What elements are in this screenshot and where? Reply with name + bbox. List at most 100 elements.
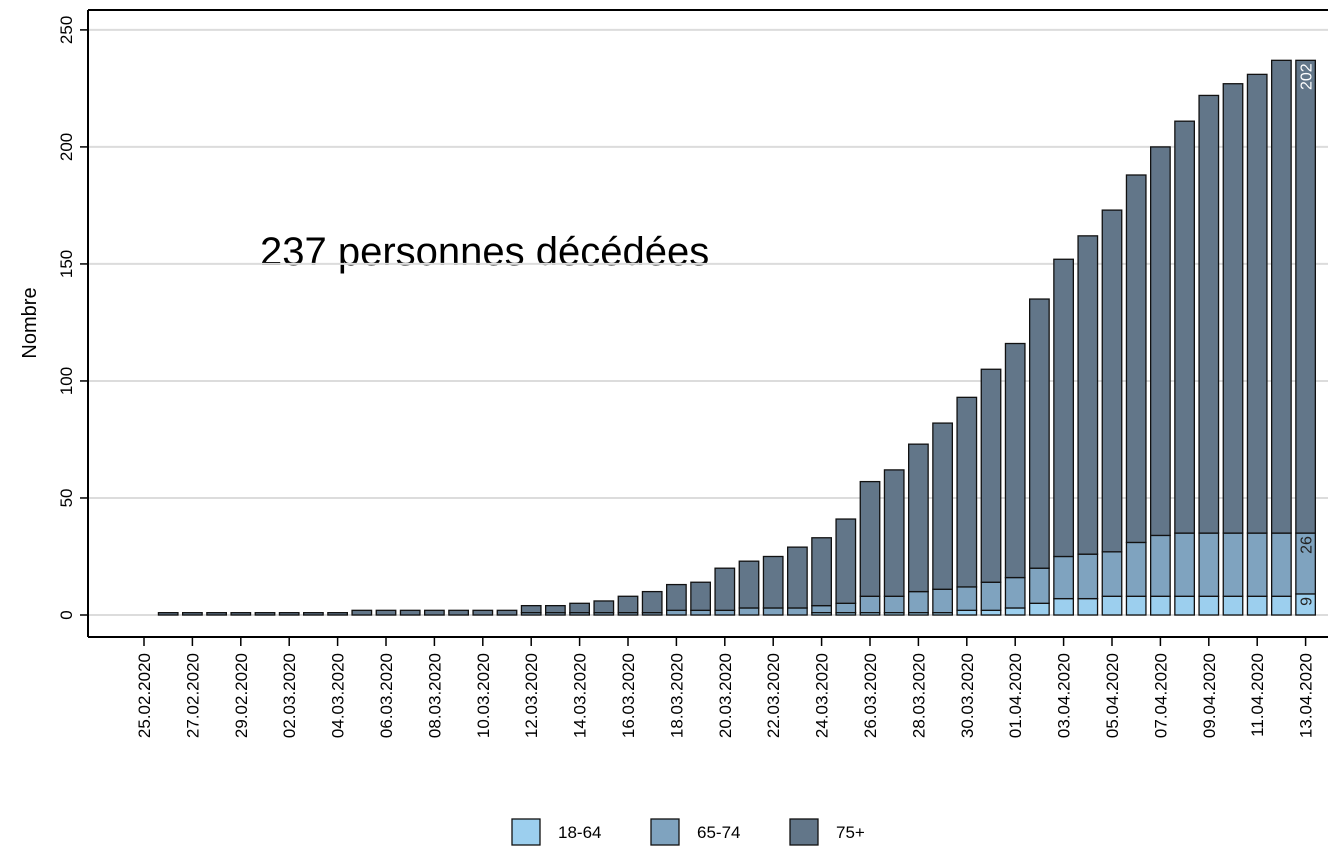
bar-segment [1101, 595, 1123, 616]
bar-segment [1271, 532, 1292, 597]
bar-segment [1246, 595, 1268, 616]
bar-segment [980, 581, 1002, 611]
bar-segment [1077, 553, 1099, 600]
x-tick-label: 07.04.2020 [1151, 653, 1170, 738]
bar-segment [520, 604, 542, 614]
bar-segment [956, 586, 978, 611]
bar-segment [327, 612, 349, 616]
bar-segment [617, 595, 639, 614]
x-tick-label: 30.03.2020 [958, 653, 977, 738]
bar-segment [423, 609, 445, 616]
y-tick-label: 250 [57, 16, 76, 44]
bar-segment [811, 604, 832, 614]
bar-segment [1246, 73, 1268, 534]
bar-segment [738, 560, 760, 609]
y-tick-label: 50 [57, 489, 76, 508]
bar-segment [980, 609, 1002, 616]
x-tick-label: 29.02.2020 [232, 653, 251, 738]
legend-label: 18-64 [558, 823, 601, 842]
bar-segment [1101, 209, 1123, 553]
bar-segment [254, 612, 276, 616]
bar-segment [1125, 174, 1147, 544]
x-tick-label: 25.02.2020 [135, 653, 154, 738]
bar-segment [1077, 597, 1099, 616]
y-tick-label: 150 [57, 250, 76, 278]
bar-segment [351, 609, 373, 616]
annotation: 237 personnes décédées [260, 230, 709, 274]
y-axis-label: Nombre [19, 287, 41, 358]
bar-segment [1271, 595, 1292, 616]
bar-segment [1198, 595, 1220, 616]
bar-segment [883, 469, 905, 597]
bar-segment [666, 609, 687, 616]
bar-segment [738, 607, 760, 616]
bar-segment [1101, 551, 1123, 597]
data-label: 9 [1299, 597, 1316, 606]
bar-segment [1198, 94, 1220, 534]
x-tick-label: 27.02.2020 [183, 653, 202, 738]
legend-label: 75+ [836, 823, 865, 842]
bar-segment [1246, 532, 1268, 597]
x-tick-label: 14.03.2020 [571, 653, 590, 738]
bar-segment [181, 612, 203, 616]
x-tick-label: 16.03.2020 [619, 653, 638, 738]
bar-segment [1150, 534, 1171, 597]
bar-segment [157, 612, 179, 616]
x-tick-label: 24.03.2020 [813, 653, 832, 738]
bar-segment [375, 609, 397, 616]
bar-segment [956, 609, 978, 616]
y-tick-label: 0 [57, 610, 76, 619]
legend-swatch [650, 818, 680, 846]
bar-segment [545, 604, 566, 614]
bar-segment [472, 609, 494, 616]
bar-segment [859, 595, 881, 614]
bar-segment [883, 595, 905, 614]
bar-segment [1174, 120, 1195, 534]
bar-segment [1222, 595, 1244, 616]
bar-segment [859, 480, 881, 597]
bar-segment [1004, 607, 1026, 616]
x-tick-label: 22.03.2020 [764, 653, 783, 738]
bar-segment [1004, 576, 1026, 609]
x-tick-label: 08.03.2020 [425, 653, 444, 738]
x-tick-label: 28.03.2020 [909, 653, 928, 738]
bar-segment [1150, 146, 1171, 537]
bar-segment [666, 583, 687, 611]
bar-segment [1029, 567, 1050, 604]
x-tick-label: 18.03.2020 [667, 653, 686, 738]
bar-segment [980, 368, 1002, 583]
y-tick-label: 200 [57, 133, 76, 161]
bar-segment [1174, 595, 1195, 616]
bar-segment [811, 537, 832, 607]
x-tick-label: 11.04.2020 [1248, 653, 1267, 737]
bar-segment [762, 555, 784, 609]
bar-segment [787, 546, 808, 609]
x-tick-label: 06.03.2020 [377, 653, 396, 738]
bar-segment [690, 581, 711, 611]
bar-segment [690, 609, 711, 616]
bar-segment [1150, 595, 1171, 616]
data-label: 202 [1299, 63, 1316, 90]
bar-segment [1125, 541, 1147, 597]
bar-segment [762, 607, 784, 616]
x-tick-label: 20.03.2020 [716, 653, 735, 738]
bar-segment [302, 612, 324, 616]
x-tick-label: 10.03.2020 [474, 653, 493, 738]
x-tick-label: 02.03.2020 [280, 653, 299, 738]
bar-segment [641, 590, 663, 614]
bar-segment [1053, 258, 1074, 558]
x-tick-label: 04.03.2020 [329, 653, 348, 738]
bar-segment [714, 567, 736, 611]
bar-segment [908, 590, 929, 614]
bar-segment [278, 612, 300, 616]
legend-swatch [511, 818, 541, 846]
x-tick-label: 12.03.2020 [522, 653, 541, 738]
bar-segment [1125, 595, 1147, 616]
x-tick-label: 03.04.2020 [1055, 653, 1074, 738]
bar-segment [1029, 602, 1050, 616]
bar-segment [787, 607, 808, 616]
bar-segment [1271, 59, 1292, 534]
bar-segment [1004, 342, 1026, 579]
bar-segment [714, 609, 736, 616]
